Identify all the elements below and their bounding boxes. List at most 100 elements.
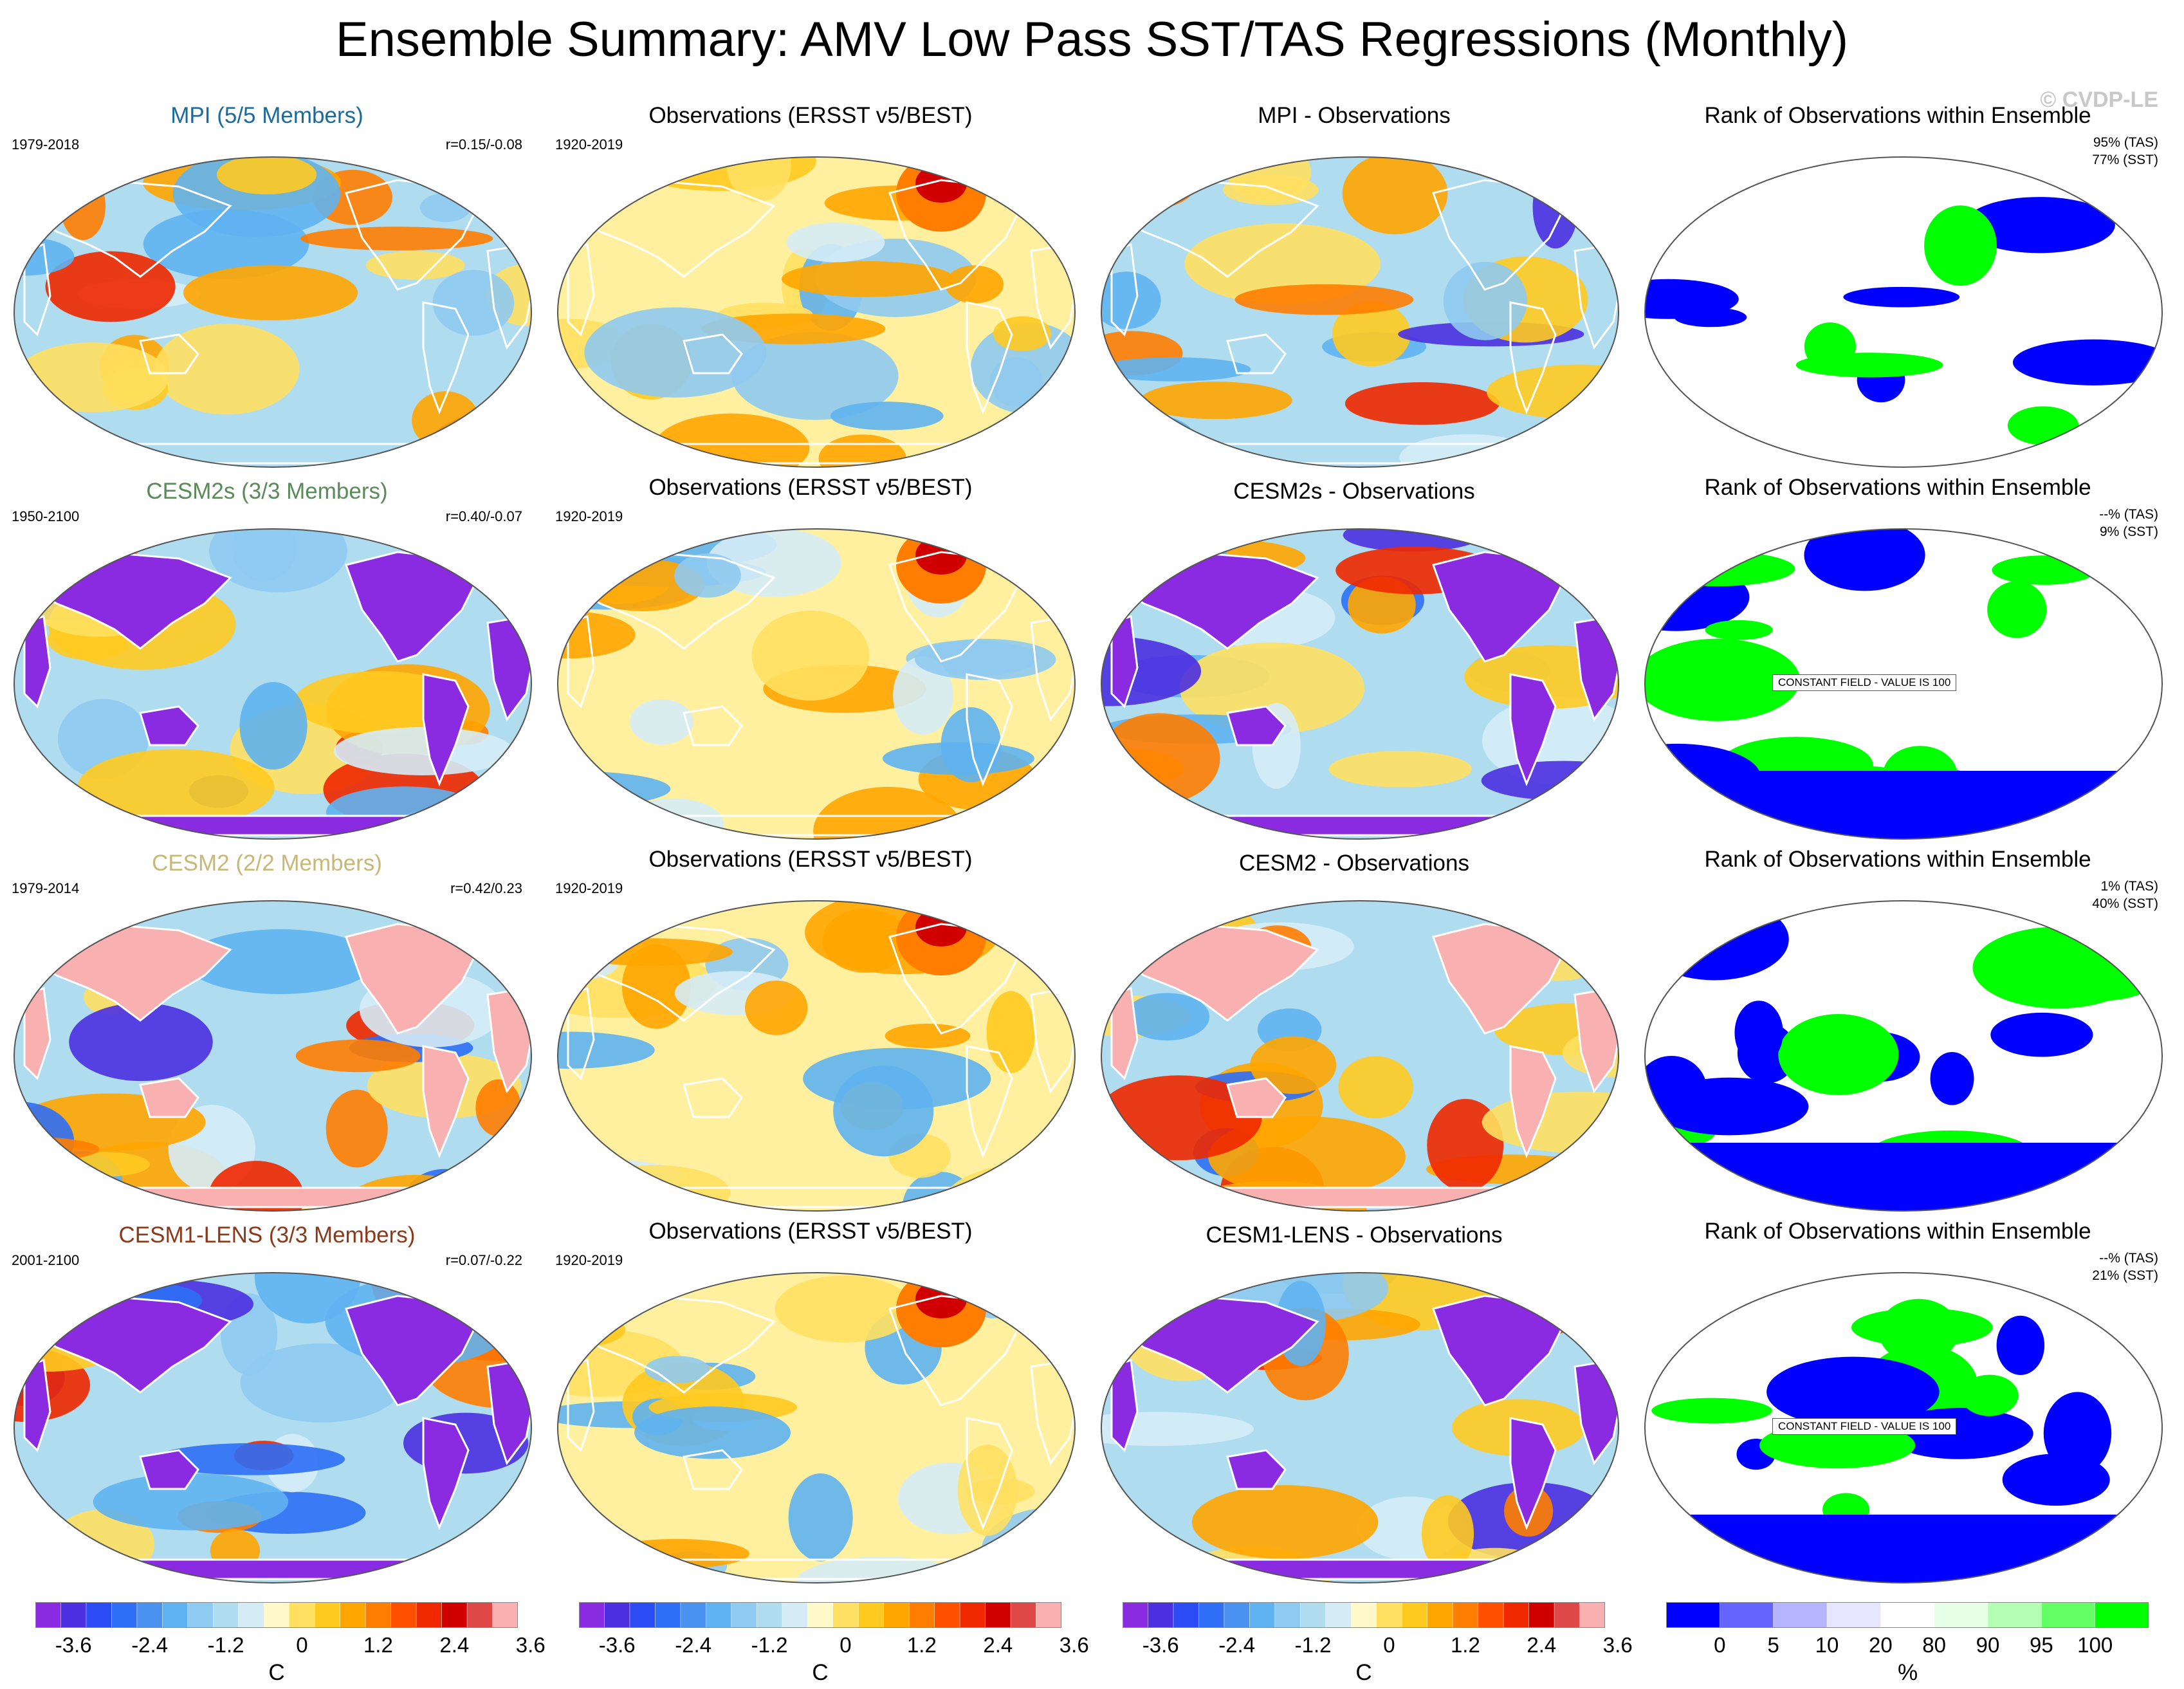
rank-stats: --% (TAS) 21% (SST)	[2092, 1250, 2158, 1284]
continent-antarctica	[1148, 1558, 1571, 1580]
anomaly-region	[813, 786, 963, 839]
anomaly-region	[509, 529, 531, 551]
constant-field-note: CONSTANT FIELD - VALUE IS 100	[1772, 674, 1957, 691]
continent-southAmerica	[966, 1045, 1013, 1159]
panel-title: MPI (5/5 Members)	[170, 103, 363, 128]
anomaly-region	[326, 1089, 388, 1168]
colorbar-swatch	[1376, 1602, 1402, 1628]
rank-region	[1804, 529, 1925, 591]
colorbar-tick-label: -2.4	[131, 1633, 169, 1657]
continent-southAmerica	[966, 673, 1013, 787]
anomaly-region	[295, 1039, 421, 1073]
continent-southAmerica	[422, 1417, 470, 1531]
continent-australia	[683, 705, 743, 746]
colorbar-swatch	[111, 1602, 138, 1628]
continent-southAmerica	[966, 1417, 1013, 1531]
anomaly-region	[558, 1031, 655, 1069]
pattern-correlation: r=0.40/-0.07	[445, 508, 522, 524]
colorbar-swatch	[213, 1602, 239, 1628]
rank-region	[1930, 1051, 1974, 1105]
anomaly-region	[1344, 382, 1500, 425]
panel-diff-row4: CESM1-LENS - Observations	[1087, 1219, 1621, 1592]
anomaly-region	[1134, 529, 1213, 556]
panel-years: 1979-2018	[12, 136, 80, 152]
anomaly-region	[781, 261, 955, 297]
global-map	[1644, 528, 2163, 840]
colorbar-tick-label: 2.4	[983, 1633, 1013, 1657]
colorbar-temperature	[35, 1602, 518, 1628]
colorbar-swatch	[883, 1602, 910, 1628]
continent-australia	[683, 333, 743, 374]
anomaly-region	[77, 749, 275, 826]
anomaly-region	[475, 1079, 522, 1137]
continent-southAmerica	[422, 301, 470, 415]
anomaly-region	[818, 434, 906, 467]
panel-diff-row3: CESM2 - Observations	[1087, 847, 1621, 1220]
panel-model-row2: CESM2s (3/3 Members) 1950-2100 r=0.40/-0.0…	[0, 475, 534, 848]
colorbar-frame	[1666, 1602, 2149, 1628]
colorbar-tick-label: 2.4	[1527, 1633, 1557, 1657]
continent-australia	[683, 1449, 743, 1490]
anomaly-region	[567, 938, 733, 966]
continent-australia	[1226, 705, 1287, 746]
map-outline	[14, 900, 532, 1212]
colorbar-tick-label: 20	[1868, 1633, 1893, 1657]
anomaly-region	[14, 1160, 71, 1192]
continent-australia	[683, 1077, 743, 1118]
continent-australia	[1226, 1077, 1287, 1118]
global-map	[14, 528, 532, 840]
colorbar-swatch	[1826, 1602, 1882, 1628]
colorbar-swatch	[441, 1602, 468, 1628]
rank-region	[1645, 551, 1795, 587]
colorbar-swatch	[2041, 1602, 2096, 1628]
anomaly-region	[1191, 1485, 1379, 1560]
anomaly-region	[254, 1273, 361, 1324]
colorbar-unit: %	[1898, 1660, 1918, 1685]
colorbar-swatch	[136, 1602, 163, 1628]
panel-years: 1920-2019	[555, 136, 623, 152]
colorbar-swatch	[1720, 1602, 1774, 1628]
colorbar-tick-label: -2.4	[1218, 1633, 1256, 1657]
anomaly-region	[986, 991, 1036, 1073]
colorbar-swatch	[807, 1602, 834, 1628]
global-map	[557, 156, 1076, 468]
colorbar-swatch	[187, 1602, 214, 1628]
colorbar-swatch	[604, 1602, 630, 1628]
panel-title: Observations (ERSST v5/BEST)	[648, 475, 973, 500]
rank-region	[1778, 1014, 1899, 1095]
rank-sst: 9% (SST)	[2099, 524, 2158, 539]
rank-stats: 95% (TAS) 77% (SST)	[2092, 134, 2158, 169]
continent-antarctica	[1148, 815, 1571, 836]
anomaly-region	[69, 1002, 213, 1082]
anomaly-region	[945, 265, 1004, 304]
anomaly-region	[1101, 636, 1202, 706]
anomaly-region	[1101, 1412, 1254, 1446]
colorbar-swatch	[1666, 1602, 1721, 1628]
colorbar-swatch	[1274, 1602, 1301, 1628]
panel-rank-row2: Rank of Observations within Ensemble --% …	[1631, 475, 2165, 848]
anomaly-region	[1343, 529, 1482, 552]
rank-region	[1674, 307, 1747, 328]
colorbar-swatch	[1478, 1602, 1504, 1628]
colorbar-swatch	[1880, 1602, 1935, 1628]
anomaly-region	[300, 226, 493, 251]
constant-field-note: CONSTANT FIELD - VALUE IS 100	[1772, 1418, 1957, 1435]
colorbar-tick-label: -1.2	[751, 1633, 788, 1657]
colorbar-swatch	[1036, 1602, 1061, 1628]
continent-southAmerica	[1509, 1417, 1557, 1531]
anomaly-region	[775, 1275, 914, 1343]
rank-southern-ocean	[1645, 1143, 2162, 1211]
colorbar-swatch	[60, 1602, 87, 1628]
colorbar-swatch	[1198, 1602, 1225, 1628]
continent-southAmerica	[1509, 1045, 1557, 1159]
global-map	[1101, 900, 1619, 1212]
anomaly-region	[412, 391, 480, 450]
panel-obs-row2: Observations (ERSST v5/BEST) 1920-2019	[544, 475, 1078, 848]
anomaly-region	[1101, 414, 1193, 455]
colorbar-swatch	[1427, 1602, 1453, 1628]
rank-region	[1645, 638, 1800, 721]
map-outline	[557, 528, 1076, 840]
anomaly-region	[1105, 157, 1197, 210]
colorbar-tick-label: 3.6	[515, 1633, 546, 1657]
rank-sst: 77% (SST)	[2092, 152, 2158, 167]
